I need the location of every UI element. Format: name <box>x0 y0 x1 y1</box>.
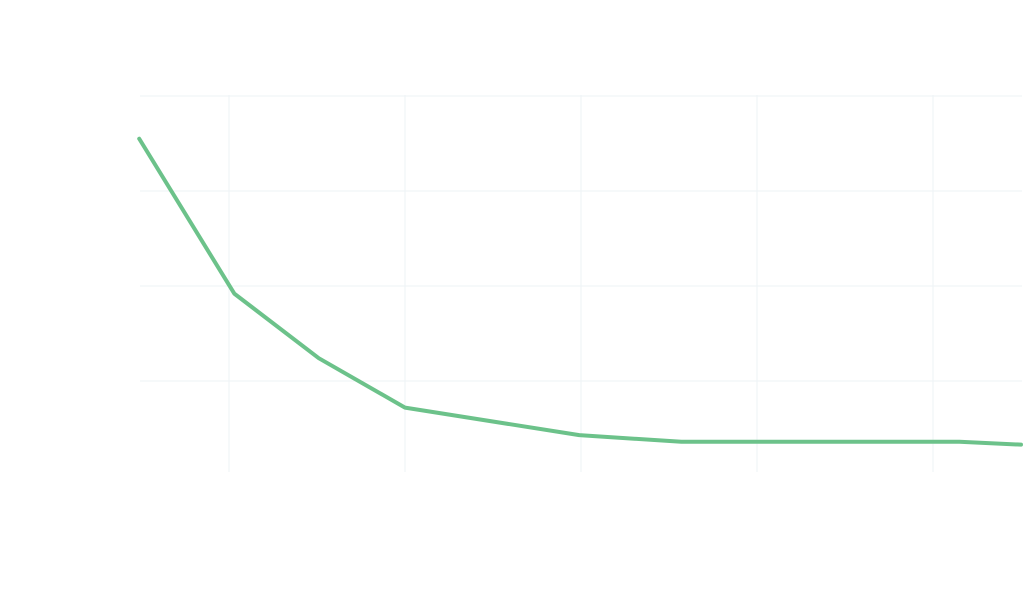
series-line <box>137 136 1023 447</box>
series-lines <box>137 136 1023 447</box>
grid <box>140 95 1022 472</box>
